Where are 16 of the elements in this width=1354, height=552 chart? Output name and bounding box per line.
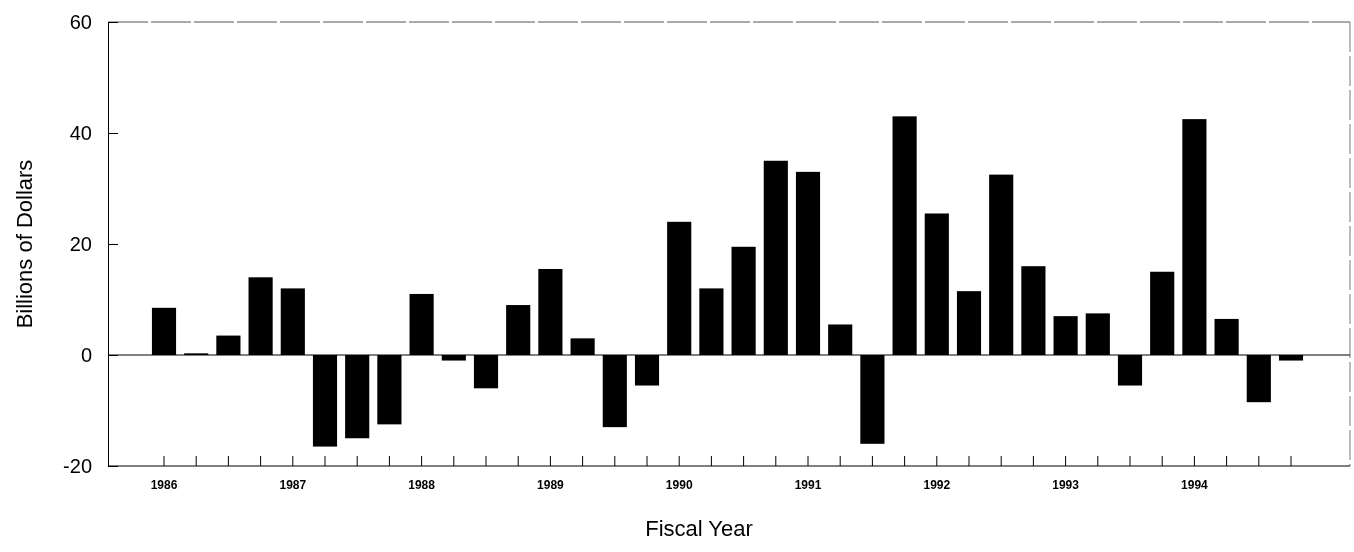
x-tick-label: 1991: [794, 477, 822, 492]
y-tick-label: 20: [69, 232, 92, 255]
x-tick-label: 1988: [408, 477, 436, 492]
y-tick-label: 40: [69, 121, 92, 144]
y-tick-label: -20: [63, 454, 92, 477]
y-tick-label: 0: [80, 343, 92, 366]
x-axis-title: Fiscal Year: [645, 516, 753, 541]
y-axis-title: Billions of Dollars: [12, 159, 37, 329]
y-tick-label: 60: [69, 10, 92, 33]
x-tick-label: 1986: [150, 477, 178, 492]
x-tick-label: 1993: [1052, 477, 1080, 492]
x-tick-label: 1987: [279, 477, 307, 492]
x-tick-label: 1990: [665, 477, 693, 492]
x-tick-label: 1994: [1181, 477, 1209, 492]
x-tick-label: 1992: [923, 477, 951, 492]
x-tick-label: 1989: [537, 477, 565, 492]
